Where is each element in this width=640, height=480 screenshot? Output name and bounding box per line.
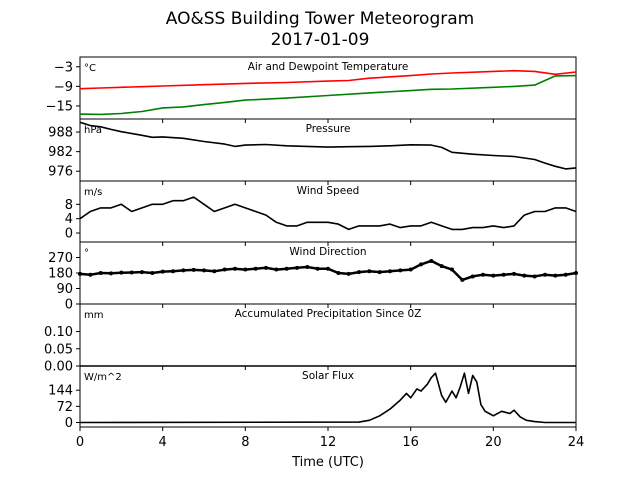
- panels-group: −3 −9 −15 °C Air and Dewpoint Temperature 988…: [44, 56, 578, 431]
- panel-unit-label: °: [84, 248, 89, 259]
- figure-title-line1: AO&SS Building Tower Meteorogram: [166, 9, 474, 29]
- series-line: [79, 74, 577, 116]
- y-tick-label: 72: [56, 400, 73, 415]
- y-tick-label: −3: [54, 60, 73, 75]
- series-line: [79, 121, 577, 170]
- y-tick-label: −9: [54, 80, 73, 95]
- x-tick-label: 16: [402, 435, 419, 450]
- figure-title-line2: 2017-01-09: [271, 30, 370, 50]
- y-tick-label: 0.05: [44, 342, 73, 357]
- x-axis: 0 4 8 12 16 20 24: [76, 435, 584, 450]
- panel-unit-label: mm: [84, 310, 103, 321]
- series-line: [79, 196, 577, 231]
- panel-title: Wind Direction: [289, 246, 366, 258]
- panel-1: −3 −9 −15 °C Air and Dewpoint Temperature: [46, 56, 577, 123]
- y-tick-label: 144: [48, 384, 73, 399]
- panel-unit-label: hPa: [84, 125, 102, 136]
- x-tick-label: 0: [76, 435, 84, 450]
- panel-unit-label: °C: [84, 63, 96, 74]
- x-tick-label: 4: [159, 435, 167, 450]
- x-tick-label: 12: [320, 435, 337, 450]
- series-line: [79, 69, 577, 90]
- y-tick-label: 976: [48, 165, 73, 180]
- y-tick-label: 988: [48, 126, 73, 141]
- y-tick-label: 0.00: [44, 360, 73, 375]
- y-tick-label: 90: [56, 282, 73, 297]
- series-line: [79, 259, 577, 282]
- y-tick-label: 4: [65, 212, 73, 227]
- y-tick-label: 0: [65, 416, 73, 431]
- x-tick-label: 20: [485, 435, 502, 450]
- panel-title: Pressure: [306, 123, 351, 135]
- y-tick-label: 0.10: [44, 325, 73, 340]
- panel-title: Accumulated Precipitation Since 0Z: [235, 308, 422, 320]
- panel-unit-label: m/s: [84, 187, 102, 198]
- panel-title: Wind Speed: [297, 185, 360, 197]
- y-tick-label: 270: [48, 251, 73, 266]
- series-line: [79, 372, 576, 424]
- panel-title: Solar Flux: [302, 370, 354, 382]
- y-tick-label: 982: [48, 145, 73, 160]
- y-tick-label: 0: [65, 298, 73, 313]
- x-tick-label: 8: [241, 435, 249, 450]
- y-tick-label: −15: [46, 99, 73, 114]
- x-axis-label: Time (UTC): [291, 455, 364, 470]
- panel-5: 0.10 0.05 0.00 mm Accumulated Precipitation …: [44, 303, 577, 375]
- panel-unit-label: W/m^2: [84, 372, 122, 383]
- panel-title: Air and Dewpoint Temperature: [248, 61, 409, 73]
- x-tick-label: 24: [568, 435, 585, 450]
- y-tick-label: 8: [65, 198, 73, 213]
- y-tick-label: 0: [65, 227, 73, 242]
- panel-2: 988 982 976 hPa Pressure: [48, 118, 577, 185]
- panel-3: 840 m/s Wind Speed: [65, 180, 577, 246]
- y-tick-label: 180: [48, 267, 73, 282]
